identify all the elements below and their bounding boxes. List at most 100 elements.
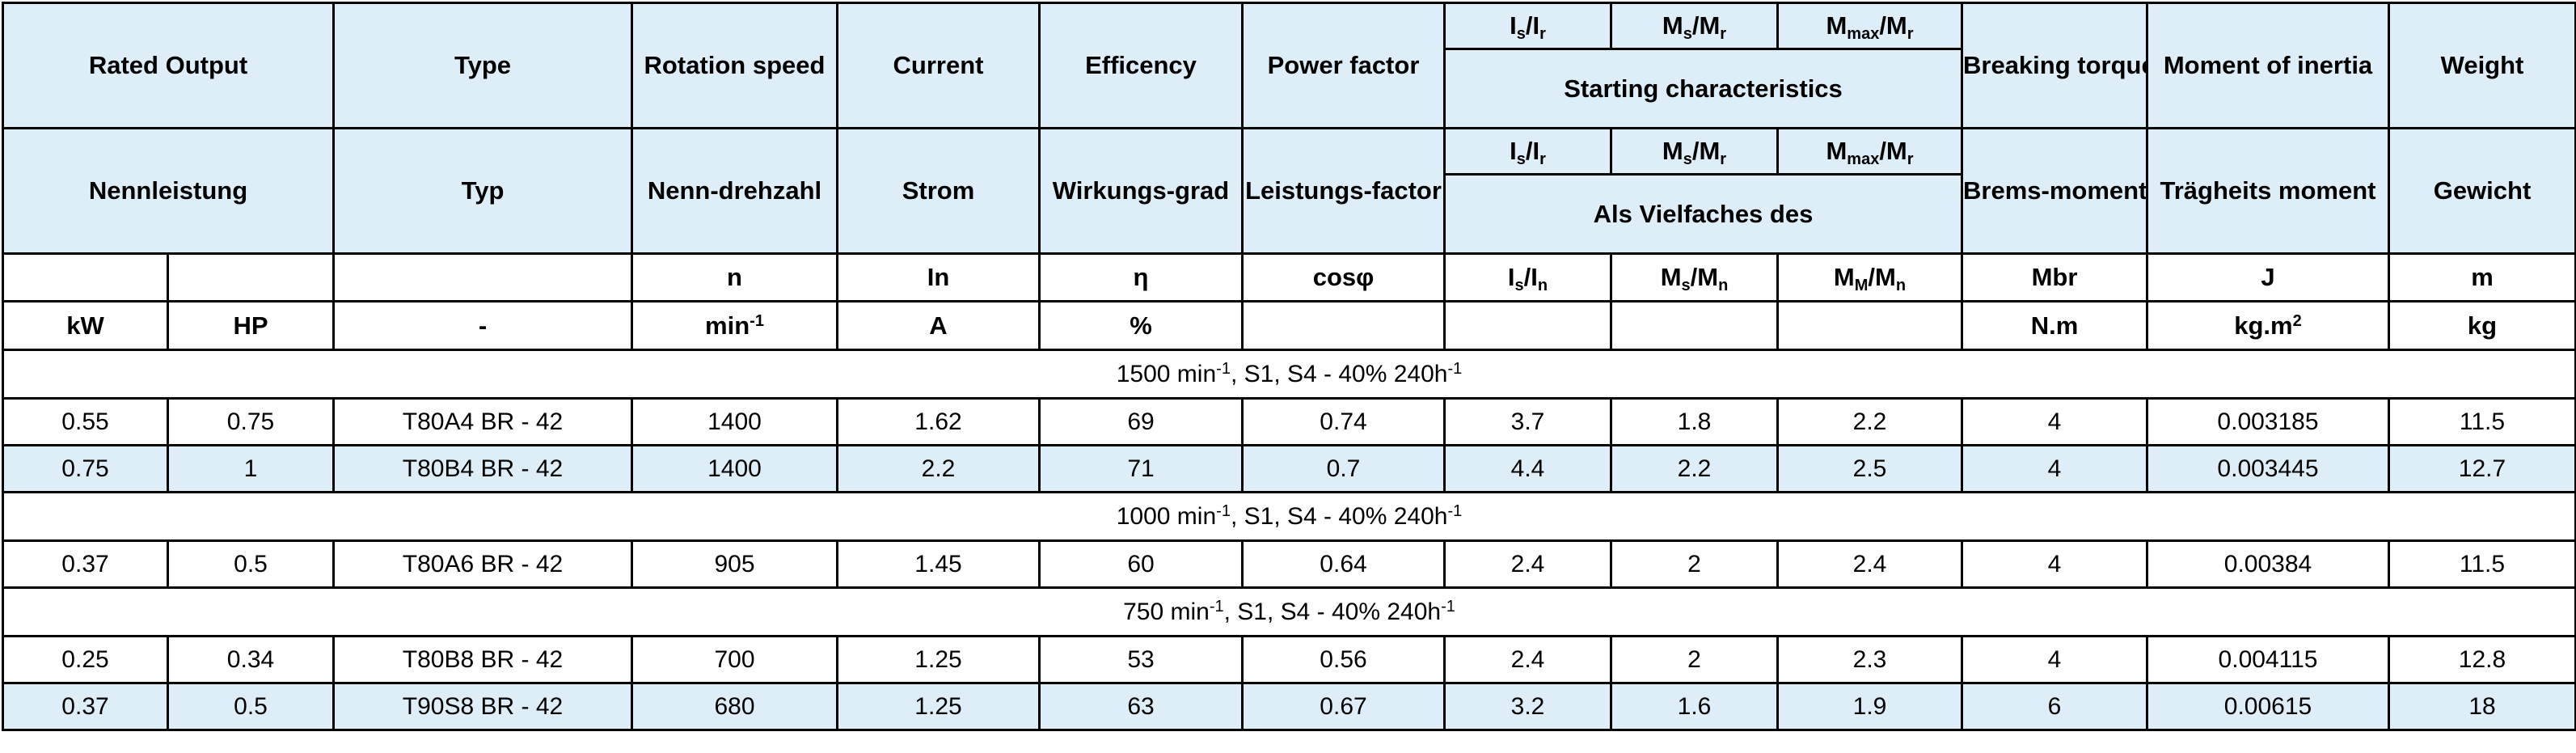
header-type: Type (332, 2, 633, 129)
symbol-m: m (2388, 252, 2576, 302)
cell-weight: 11.5 (2388, 397, 2576, 446)
cell-weight: 11.5 (2388, 539, 2576, 589)
cell-inertia: 0.00384 (2146, 539, 2390, 589)
cell-efficiency: 53 (1038, 635, 1244, 684)
cell-ms-mn: 2 (1610, 635, 1779, 684)
cell-mm-mn: 2.3 (1776, 635, 1963, 684)
unit-cell-empty (1241, 300, 1446, 351)
header-strom: Strom (836, 127, 1041, 255)
table-row: 0.37 0.5 T90S8 BR - 42 680 1.25 63 0.67 3.2 1.6 1… (2, 682, 2576, 731)
unit-speed: min-1 (631, 300, 838, 351)
unit-row: kW HP - min-1 A % N.m kg.m2 kg (2, 300, 2576, 351)
section-header-row: 750 min-1, S1, S4 - 40% 240h-1 (2, 586, 2576, 637)
cell-hp: 0.34 (167, 635, 335, 684)
symbol-in: In (836, 252, 1041, 302)
header-rotation-speed: Rotation speed (631, 2, 838, 129)
symbol-cosphi: cosφ (1241, 252, 1446, 302)
cell-efficiency: 63 (1038, 682, 1244, 731)
header-de-ratio-mmax-mr: Mmax/Mr (1776, 127, 1963, 176)
cell-kw: 0.75 (2, 444, 169, 493)
table-row: 0.55 0.75 T80A4 BR - 42 1400 1.62 69 0.74 3.7 1.… (2, 397, 2576, 446)
cell-hp: 0.75 (167, 397, 335, 446)
unit-weight: kg (2388, 300, 2576, 351)
cell-brake-torque: 4 (1961, 635, 2148, 684)
cell-type: T80A6 BR - 42 (332, 539, 633, 589)
cell-power-factor: 0.64 (1241, 539, 1446, 589)
header-de-ratio-ms-mr: Ms/Mr (1610, 127, 1779, 176)
header-row-en-bottom: Starting characteristics (3, 48, 2576, 129)
motor-spec-table: Rated Output Type Rotation speed Current… (2, 2, 2576, 731)
section-header-row: 1500 min-1, S1, S4 - 40% 240h-1 (2, 349, 2576, 400)
unit-kw: kW (2, 300, 169, 351)
cell-efficiency: 60 (1038, 539, 1244, 589)
cell-weight: 12.7 (2388, 444, 2576, 493)
cell-inertia: 0.003185 (2146, 397, 2390, 446)
unit-inertia: kg.m2 (2146, 300, 2390, 351)
header-moment-of-inertia: Moment of inertia (2146, 2, 2390, 129)
header-power-factor: Power factor (1241, 2, 1446, 129)
cell-speed: 905 (631, 539, 838, 589)
symbol-cell-empty (167, 252, 335, 302)
header-ratio-ms-mr: Ms/Mr (1610, 2, 1779, 50)
header-nennleistung: Nennleistung (2, 127, 335, 255)
table-body: 1500 min-1, S1, S4 - 40% 240h-1 0.55 0.75 T… (2, 349, 2576, 731)
section-label: 750 min-1, S1, S4 - 40% 240h-1 (2, 586, 2576, 637)
cell-speed: 700 (631, 635, 838, 684)
unit-cell-empty (1610, 300, 1779, 351)
unit-cell-empty (1776, 300, 1963, 351)
cell-current: 1.25 (836, 635, 1041, 684)
symbol-is-in: Is/In (1443, 252, 1612, 302)
header-traegheitsmoment: Trägheits moment (2146, 127, 2390, 255)
cell-brake-torque: 4 (1961, 397, 2148, 446)
header-row-en-top: Rated Output Type Rotation speed Current… (2, 2, 2576, 129)
table-row: 0.37 0.5 T80A6 BR - 42 905 1.45 60 0.64 2.4 2 2.4… (2, 539, 2576, 589)
cell-speed: 680 (631, 682, 838, 731)
header-nenndrehzahl: Nenn-drehzahl (631, 127, 838, 255)
table-row: 0.75 1 T80B4 BR - 42 1400 2.2 71 0.7 4.4 2.2 2.5 4… (2, 444, 2576, 493)
header-leistungsfactor: Leistungs-factor (1241, 127, 1446, 255)
header-ratio-mmax-mr: Mmax/Mr (1776, 2, 1963, 50)
cell-kw: 0.55 (2, 397, 169, 446)
cell-ms-mn: 2.2 (1610, 444, 1779, 493)
header-rated-output: Rated Output (2, 2, 335, 129)
cell-is-in: 3.7 (1443, 397, 1612, 446)
cell-mm-mn: 1.9 (1776, 682, 1963, 731)
cell-hp: 0.5 (167, 682, 335, 731)
cell-kw: 0.37 (2, 539, 169, 589)
unit-cell-empty (1443, 300, 1612, 351)
cell-kw: 0.37 (2, 682, 169, 731)
cell-brake-torque: 6 (1961, 682, 2148, 731)
cell-type: T90S8 BR - 42 (332, 682, 633, 731)
cell-type: T80B8 BR - 42 (332, 635, 633, 684)
cell-mm-mn: 2.5 (1776, 444, 1963, 493)
cell-is-in: 2.4 (1443, 539, 1612, 589)
symbol-n: n (631, 252, 838, 302)
cell-type: T80A4 BR - 42 (332, 397, 633, 446)
header-efficiency: Efficency (1038, 2, 1244, 129)
cell-efficiency: 71 (1038, 444, 1244, 493)
header-bremsmoment: Brems-moment (1961, 127, 2148, 255)
cell-current: 2.2 (836, 444, 1041, 493)
cell-power-factor: 0.74 (1241, 397, 1446, 446)
unit-type: - (332, 300, 633, 351)
header-ratio-is-ir: Is/Ir (1443, 2, 1612, 50)
cell-is-in: 2.4 (1443, 635, 1612, 684)
symbol-j: J (2146, 252, 2390, 302)
symbol-row: n In η cosφ Is/In Ms/Mn MM/Mn Mbr J m (2, 252, 2576, 302)
symbol-ms-mn: Ms/Mn (1610, 252, 1779, 302)
cell-weight: 12.8 (2388, 635, 2576, 684)
symbol-eta: η (1038, 252, 1244, 302)
cell-ms-mn: 1.8 (1610, 397, 1779, 446)
cell-mm-mn: 2.2 (1776, 397, 1963, 446)
header-gewicht: Gewicht (2388, 127, 2576, 255)
cell-inertia: 0.00615 (2146, 682, 2390, 731)
header-weight: Weight (2388, 2, 2576, 129)
cell-current: 1.45 (836, 539, 1041, 589)
cell-brake-torque: 4 (1961, 539, 2148, 589)
cell-hp: 1 (167, 444, 335, 493)
cell-hp: 0.5 (167, 539, 335, 589)
cell-inertia: 0.003445 (2146, 444, 2390, 493)
cell-speed: 1400 (631, 444, 838, 493)
cell-inertia: 0.004115 (2146, 635, 2390, 684)
header-de-ratio-is-ir: Is/Ir (1443, 127, 1612, 176)
